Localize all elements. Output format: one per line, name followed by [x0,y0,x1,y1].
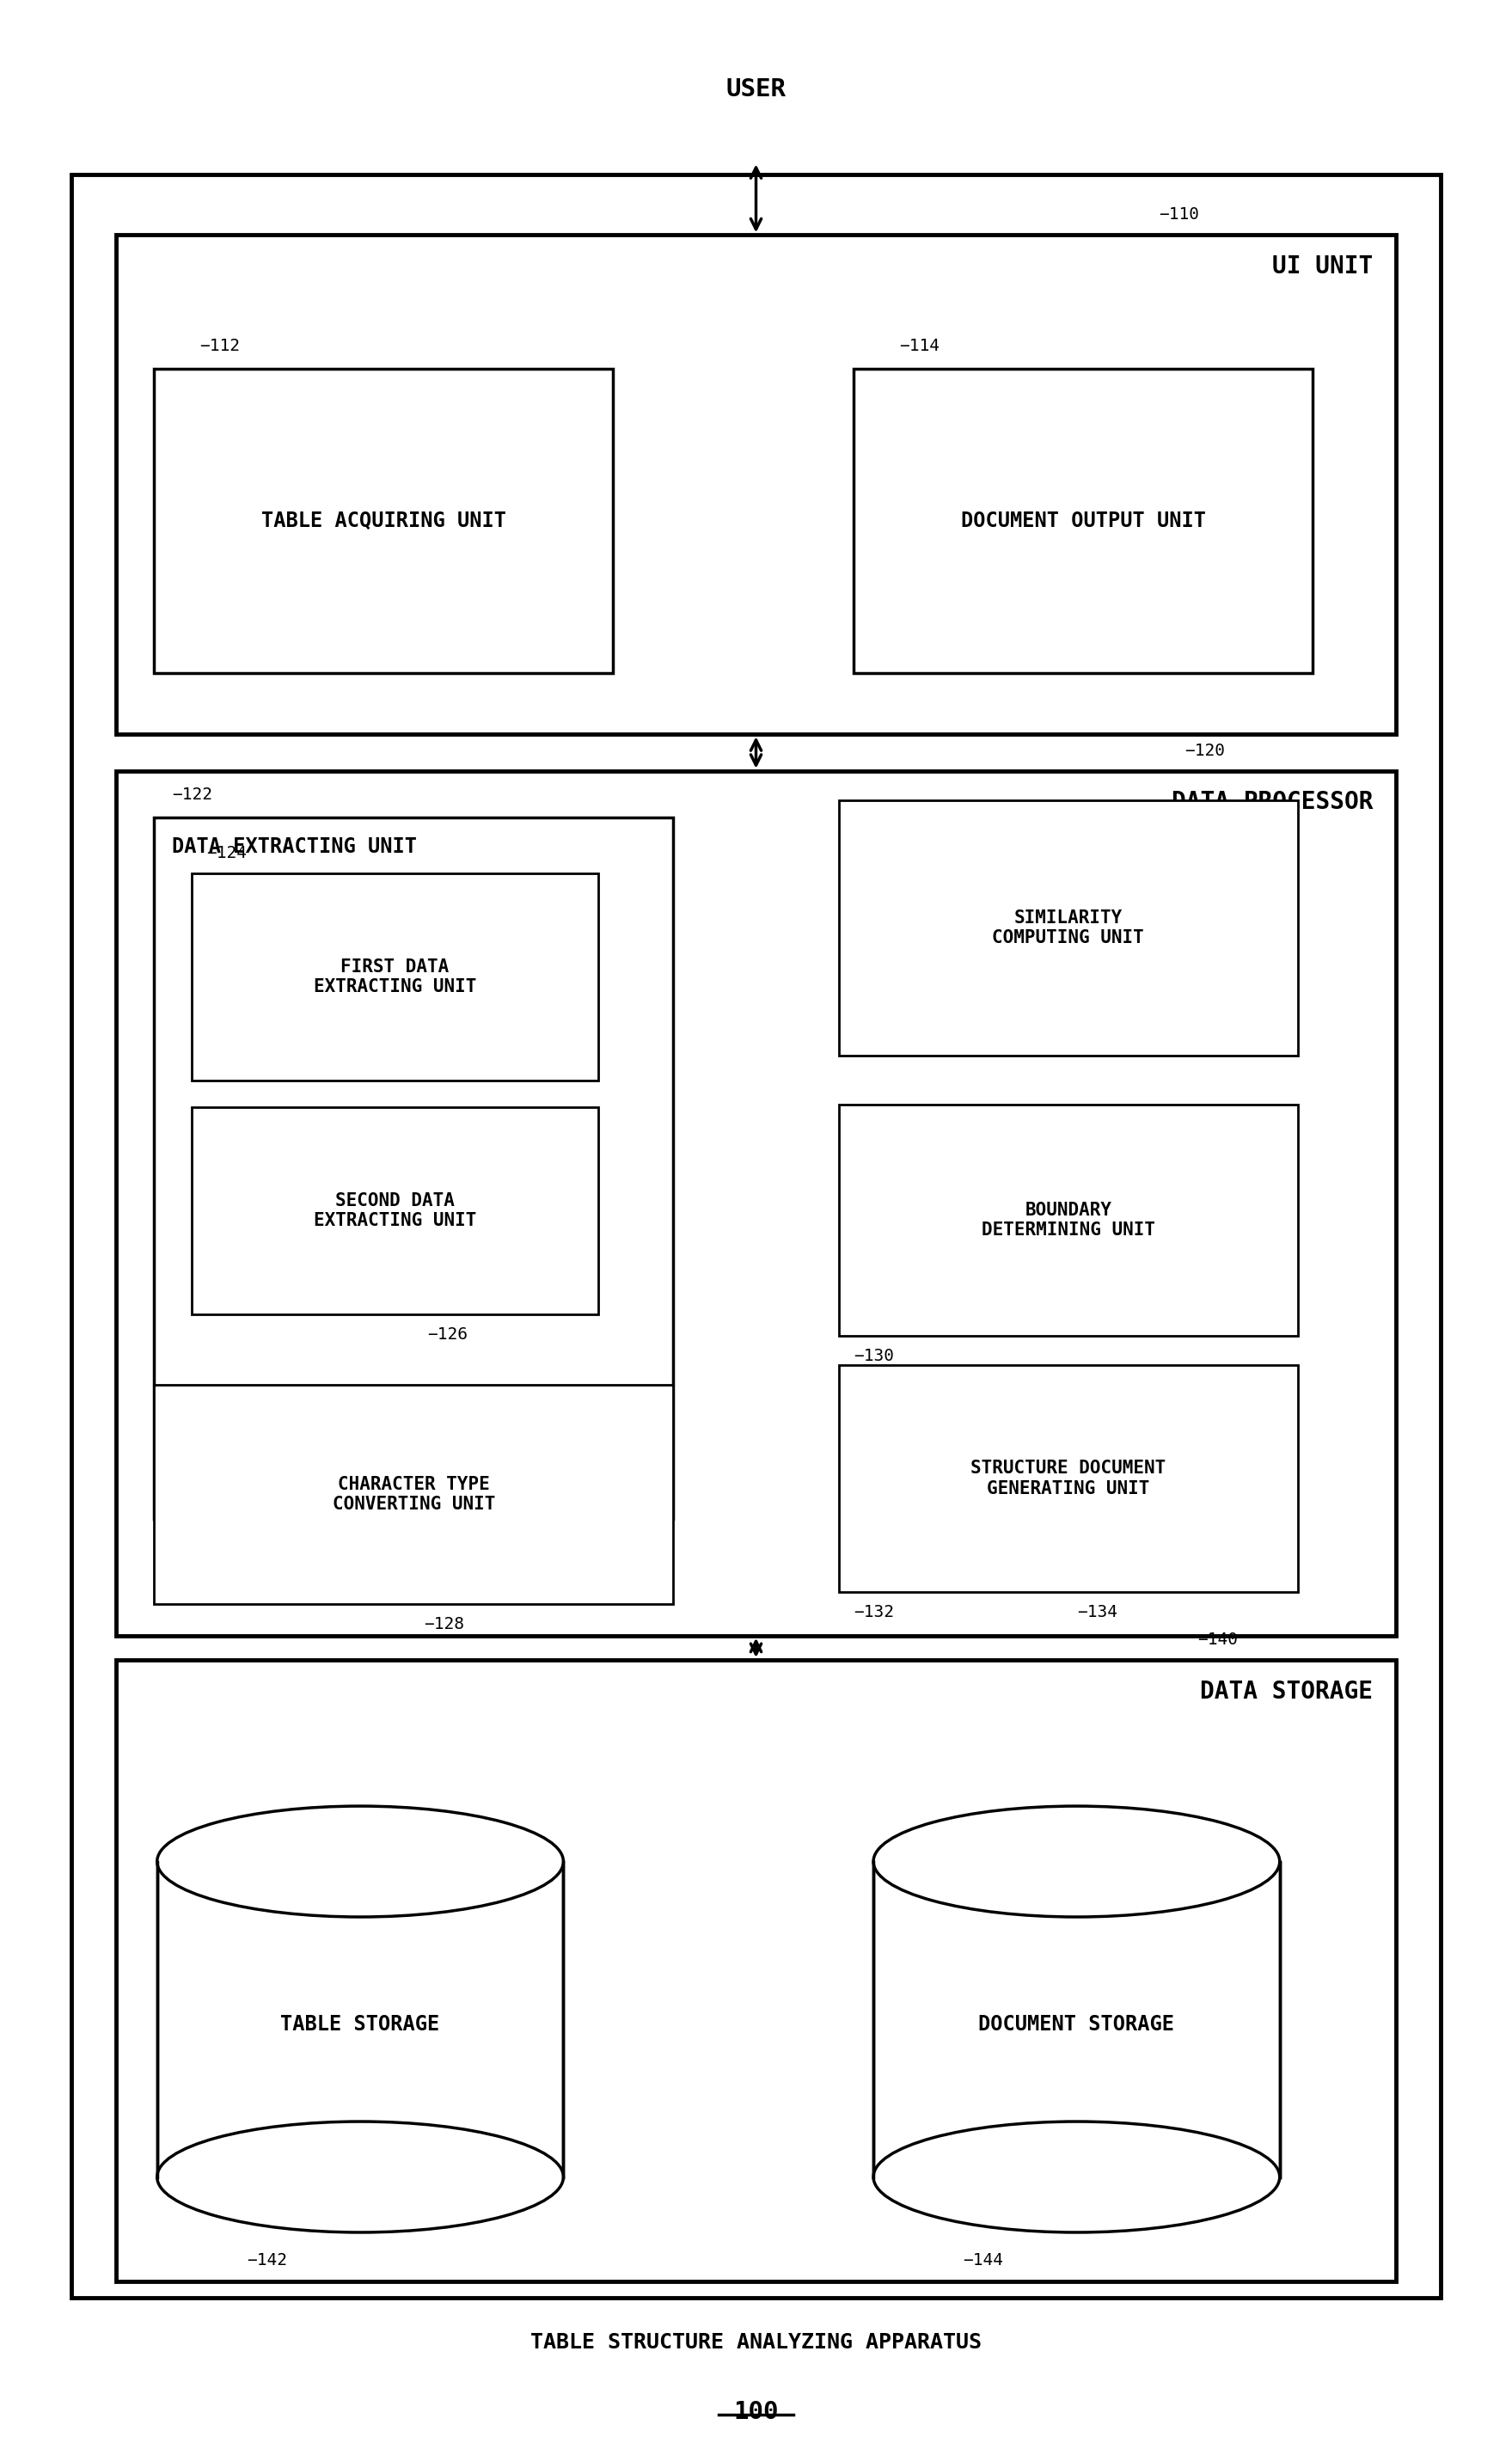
Text: TABLE ACQUIRING UNIT: TABLE ACQUIRING UNIT [262,511,507,533]
Text: −112: −112 [200,337,239,354]
Text: −120: −120 [1184,743,1225,760]
Text: SECOND DATA
EXTRACTING UNIT: SECOND DATA EXTRACTING UNIT [313,1192,476,1229]
Text: −144: −144 [963,2252,1002,2267]
Ellipse shape [157,1805,564,1918]
Text: −142: −142 [246,2252,287,2267]
Text: −130: −130 [854,1349,894,1366]
Bar [157,1862,564,2177]
Text: DOCUMENT OUTPUT UNIT: DOCUMENT OUTPUT UNIT [960,511,1205,533]
Text: SIMILARITY
COMPUTING UNIT: SIMILARITY COMPUTING UNIT [992,909,1145,945]
Bar [839,1104,1297,1336]
Text: −122: −122 [172,787,213,804]
Text: −126: −126 [428,1327,467,1344]
Text: DATA PROCESSOR: DATA PROCESSOR [1172,792,1373,814]
Text: −110: −110 [1158,208,1199,222]
Bar [71,173,1441,2299]
Text: STRUCTURE DOCUMENT
GENERATING UNIT: STRUCTURE DOCUMENT GENERATING UNIT [971,1461,1166,1498]
Ellipse shape [874,1805,1279,1918]
Text: TABLE STORAGE: TABLE STORAGE [281,2015,440,2035]
Text: CHARACTER TYPE
CONVERTING UNIT: CHARACTER TYPE CONVERTING UNIT [333,1476,494,1512]
Bar [154,1385,673,1605]
Bar [116,1659,1396,2282]
Bar [192,872,597,1080]
Text: DATA STORAGE: DATA STORAGE [1201,1678,1373,1703]
Text: FIRST DATA
EXTRACTING UNIT: FIRST DATA EXTRACTING UNIT [313,958,476,994]
Text: TABLE STRUCTURE ANALYZING APPARATUS: TABLE STRUCTURE ANALYZING APPARATUS [531,2333,981,2353]
Bar [154,369,612,674]
Bar [839,1366,1297,1593]
Text: −140: −140 [1198,1632,1238,1647]
Ellipse shape [157,2121,564,2233]
Bar [854,369,1312,674]
Text: −114: −114 [900,337,939,354]
Bar [116,772,1396,1637]
Bar [116,235,1396,735]
Text: −132: −132 [854,1605,894,1620]
Bar [839,801,1297,1055]
Text: UI UNIT: UI UNIT [1272,254,1373,279]
Text: 100: 100 [733,2401,779,2423]
Bar [154,816,673,1520]
Text: −134: −134 [1078,1605,1117,1620]
Text: −124: −124 [207,845,246,860]
Ellipse shape [874,2121,1279,2233]
Text: DOCUMENT STORAGE: DOCUMENT STORAGE [978,2015,1175,2035]
Bar [192,1107,597,1314]
Bar [874,1862,1279,2177]
Text: −128: −128 [423,1617,464,1632]
Text: DATA EXTRACTING UNIT: DATA EXTRACTING UNIT [172,836,417,857]
Text: BOUNDARY
DETERMINING UNIT: BOUNDARY DETERMINING UNIT [981,1202,1155,1239]
Text: USER: USER [726,76,786,100]
